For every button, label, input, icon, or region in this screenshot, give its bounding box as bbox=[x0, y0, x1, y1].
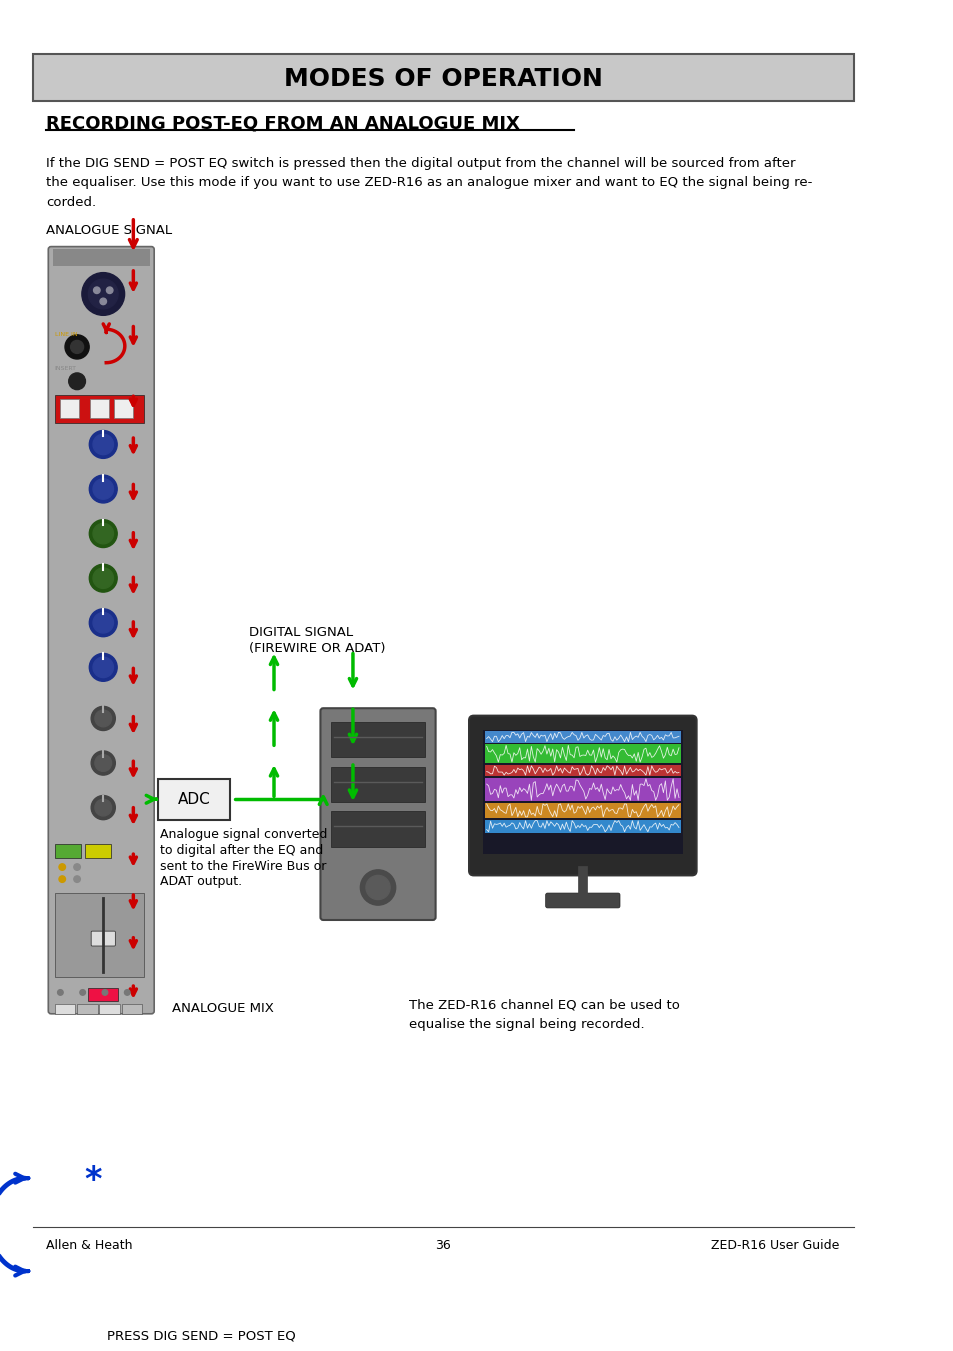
Circle shape bbox=[91, 707, 115, 731]
FancyBboxPatch shape bbox=[114, 399, 132, 417]
Text: Analogue signal converted: Analogue signal converted bbox=[159, 828, 327, 842]
Text: 36: 36 bbox=[435, 1239, 451, 1251]
Text: (FIREWIRE OR ADAT): (FIREWIRE OR ADAT) bbox=[249, 642, 385, 655]
Text: *: * bbox=[85, 1163, 102, 1197]
Text: corded.: corded. bbox=[47, 196, 96, 208]
Circle shape bbox=[93, 612, 113, 634]
Circle shape bbox=[59, 863, 66, 870]
FancyBboxPatch shape bbox=[484, 820, 680, 832]
FancyBboxPatch shape bbox=[54, 1004, 75, 1013]
Circle shape bbox=[59, 875, 66, 882]
Circle shape bbox=[90, 654, 117, 681]
Circle shape bbox=[90, 431, 117, 458]
FancyBboxPatch shape bbox=[331, 723, 425, 758]
Circle shape bbox=[93, 523, 113, 544]
Circle shape bbox=[90, 476, 117, 503]
Circle shape bbox=[69, 373, 86, 389]
Text: ZED-R16 User Guide: ZED-R16 User Guide bbox=[711, 1239, 839, 1251]
Circle shape bbox=[102, 990, 108, 996]
Text: MODES OF OPERATION: MODES OF OPERATION bbox=[283, 68, 602, 92]
Circle shape bbox=[94, 800, 112, 816]
FancyBboxPatch shape bbox=[90, 399, 109, 417]
Text: ANALOGUE SIGNAL: ANALOGUE SIGNAL bbox=[47, 224, 172, 238]
FancyBboxPatch shape bbox=[122, 1004, 142, 1013]
FancyBboxPatch shape bbox=[158, 778, 230, 820]
Circle shape bbox=[90, 520, 117, 547]
FancyBboxPatch shape bbox=[331, 812, 425, 847]
Text: INSERT: INSERT bbox=[54, 366, 77, 372]
Circle shape bbox=[94, 755, 112, 771]
Circle shape bbox=[91, 796, 115, 820]
Circle shape bbox=[91, 751, 115, 775]
FancyBboxPatch shape bbox=[99, 1004, 120, 1013]
FancyBboxPatch shape bbox=[484, 731, 680, 743]
FancyBboxPatch shape bbox=[484, 744, 680, 763]
Circle shape bbox=[93, 478, 113, 500]
Circle shape bbox=[57, 990, 63, 996]
FancyBboxPatch shape bbox=[49, 247, 154, 1013]
Text: LINE IN: LINE IN bbox=[54, 332, 77, 336]
FancyBboxPatch shape bbox=[484, 765, 680, 775]
Circle shape bbox=[73, 875, 80, 882]
Text: equalise the signal being recorded.: equalise the signal being recorded. bbox=[408, 1017, 643, 1031]
FancyBboxPatch shape bbox=[54, 396, 144, 423]
Text: The ZED-R16 channel EQ can be used to: The ZED-R16 channel EQ can be used to bbox=[408, 998, 679, 1012]
Text: to digital after the EQ and: to digital after the EQ and bbox=[159, 844, 323, 857]
FancyBboxPatch shape bbox=[54, 893, 144, 977]
Text: RECORDING POST-EQ FROM AN ANALOGUE MIX: RECORDING POST-EQ FROM AN ANALOGUE MIX bbox=[47, 113, 519, 132]
Circle shape bbox=[90, 609, 117, 636]
Circle shape bbox=[100, 299, 107, 305]
Circle shape bbox=[90, 565, 117, 592]
FancyBboxPatch shape bbox=[484, 802, 680, 817]
Text: If the DIG SEND = POST EQ switch is pressed then the digital output from the cha: If the DIG SEND = POST EQ switch is pres… bbox=[47, 157, 795, 169]
Circle shape bbox=[89, 280, 118, 309]
Circle shape bbox=[93, 657, 113, 678]
FancyBboxPatch shape bbox=[85, 844, 111, 858]
Circle shape bbox=[94, 711, 112, 727]
FancyBboxPatch shape bbox=[482, 730, 682, 854]
Circle shape bbox=[65, 335, 89, 359]
Circle shape bbox=[80, 990, 86, 996]
Circle shape bbox=[73, 863, 80, 870]
FancyBboxPatch shape bbox=[89, 988, 118, 1001]
Circle shape bbox=[107, 286, 112, 293]
Text: ADC: ADC bbox=[177, 792, 211, 807]
FancyBboxPatch shape bbox=[484, 778, 680, 801]
FancyBboxPatch shape bbox=[60, 399, 79, 417]
Circle shape bbox=[93, 286, 100, 293]
Text: ADAT output.: ADAT output. bbox=[159, 875, 242, 889]
Text: DIGITAL SIGNAL: DIGITAL SIGNAL bbox=[249, 626, 353, 639]
Text: sent to the FireWire Bus or: sent to the FireWire Bus or bbox=[159, 859, 326, 873]
FancyBboxPatch shape bbox=[331, 767, 425, 802]
Text: the equaliser. Use this mode if you want to use ZED-R16 as an analogue mixer and: the equaliser. Use this mode if you want… bbox=[47, 176, 812, 189]
Circle shape bbox=[366, 875, 390, 900]
Text: Allen & Heath: Allen & Heath bbox=[47, 1239, 132, 1251]
FancyBboxPatch shape bbox=[545, 893, 619, 908]
FancyBboxPatch shape bbox=[52, 250, 150, 266]
FancyBboxPatch shape bbox=[91, 931, 115, 946]
FancyBboxPatch shape bbox=[32, 54, 853, 101]
Circle shape bbox=[124, 990, 130, 996]
Circle shape bbox=[93, 567, 113, 589]
Circle shape bbox=[360, 870, 395, 905]
Circle shape bbox=[82, 273, 125, 315]
FancyBboxPatch shape bbox=[469, 716, 696, 875]
FancyBboxPatch shape bbox=[77, 1004, 97, 1013]
Circle shape bbox=[93, 434, 113, 455]
Circle shape bbox=[71, 340, 84, 354]
Text: ANALOGUE MIX: ANALOGUE MIX bbox=[172, 1001, 274, 1015]
Text: PRESS DIG SEND = POST EQ: PRESS DIG SEND = POST EQ bbox=[107, 1329, 295, 1343]
FancyBboxPatch shape bbox=[320, 708, 436, 920]
FancyBboxPatch shape bbox=[54, 844, 81, 858]
